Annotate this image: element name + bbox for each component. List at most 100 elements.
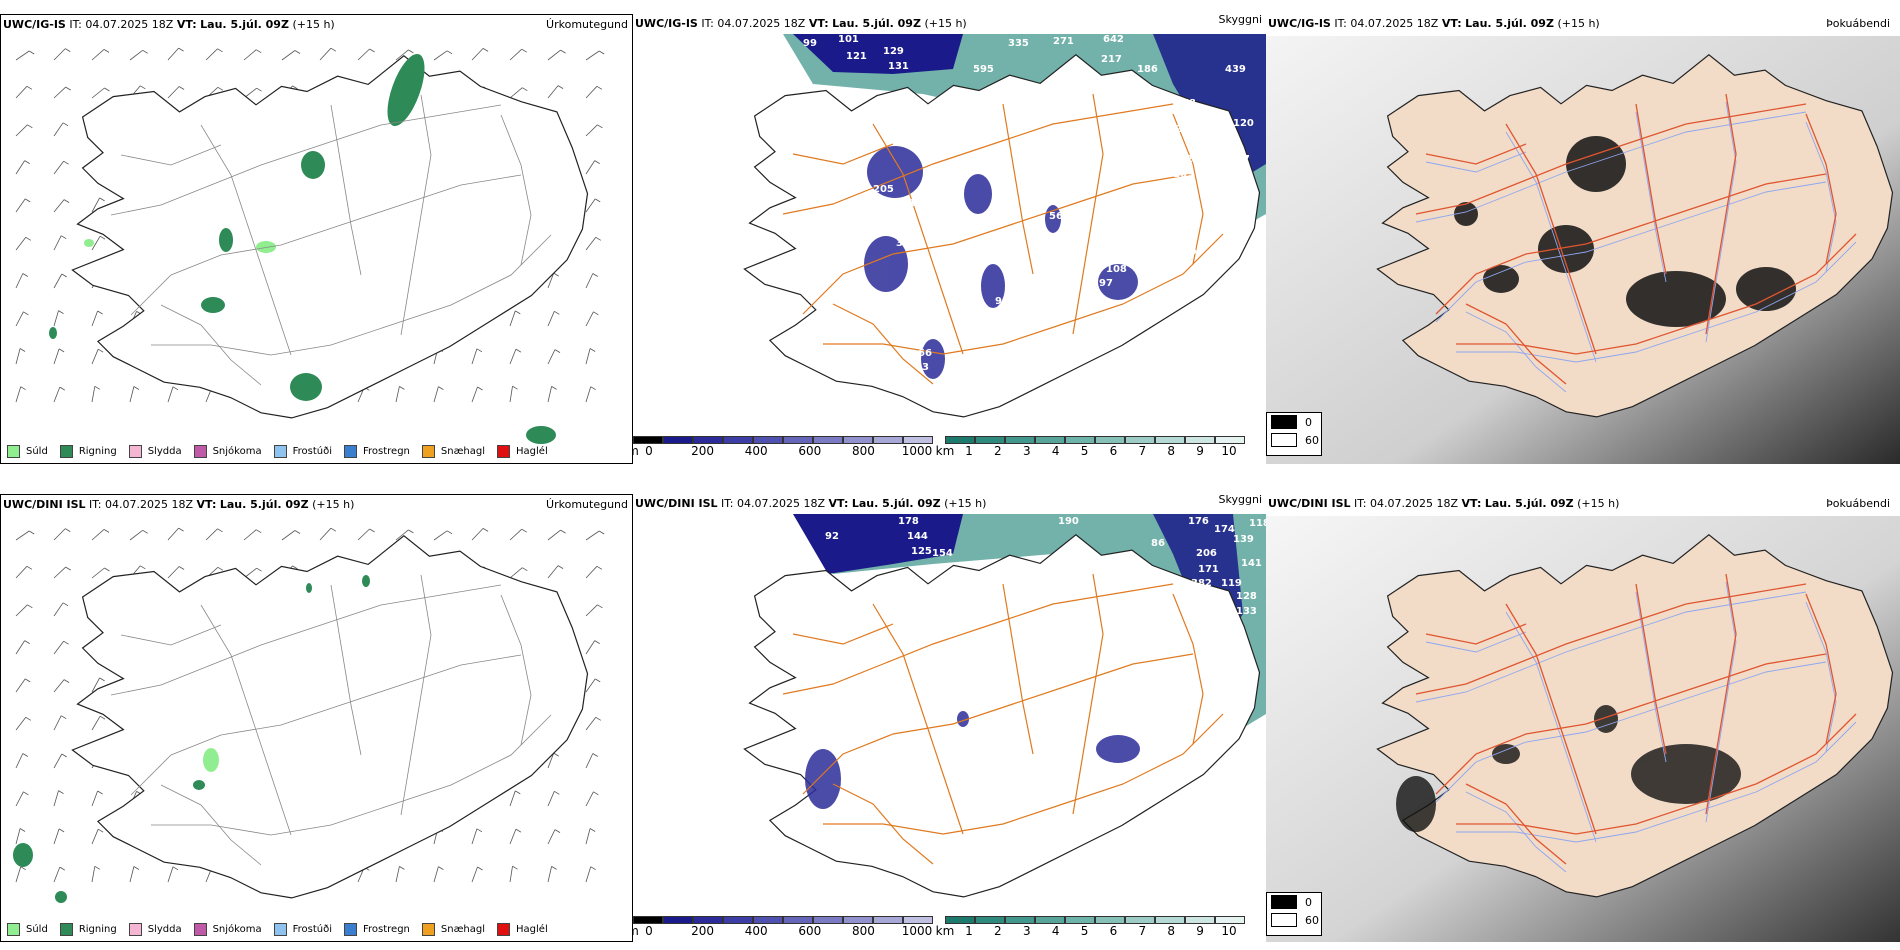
wind-barb bbox=[53, 866, 61, 883]
wind-barb-tick bbox=[58, 790, 64, 794]
colorbar-segment bbox=[975, 916, 1005, 924]
wind-barb-tick bbox=[24, 160, 30, 164]
road-line bbox=[832, 783, 934, 865]
cloud-base-label: 95 bbox=[791, 534, 805, 545]
fog-legend: 0 60 bbox=[1266, 412, 1322, 456]
panel-header: UWC/DINI ISL IT: 04.07.2025 18Z VT: Lau.… bbox=[1, 495, 632, 515]
legend-item: Frostúði bbox=[273, 444, 332, 458]
wind-barb bbox=[15, 640, 26, 655]
legend-swatch bbox=[497, 444, 511, 458]
colorbar-tick: 2 bbox=[994, 444, 1002, 458]
cloud-base-label: 144 bbox=[907, 531, 928, 542]
road-line bbox=[1465, 303, 1567, 385]
legend-item: Frostregn bbox=[344, 444, 410, 458]
wind-barb-tick bbox=[292, 85, 298, 90]
wind-barb-tick bbox=[446, 530, 453, 535]
fog-map bbox=[1266, 36, 1900, 464]
road-line bbox=[1805, 593, 1837, 745]
wind-barb bbox=[53, 679, 65, 693]
wind-barb bbox=[53, 273, 63, 289]
river-line bbox=[1805, 121, 1837, 273]
wind-barb bbox=[585, 160, 596, 175]
contour-line bbox=[330, 584, 362, 756]
wind-barb bbox=[585, 237, 597, 251]
wind-barb-tick bbox=[24, 678, 31, 683]
legend-swatch bbox=[273, 444, 287, 458]
road-line bbox=[1415, 103, 1807, 215]
cloud-base-label: 335 bbox=[1008, 38, 1029, 49]
wind-barb bbox=[129, 386, 135, 403]
wind-barb-tick bbox=[369, 528, 375, 533]
legend-swatch bbox=[59, 922, 73, 936]
contour-line bbox=[400, 574, 432, 816]
cloud-base-labels: 99 101 121 129 131 335 271 642 217 595 186 244 378 43… bbox=[803, 34, 1254, 373]
wind-barb-tick bbox=[521, 528, 528, 533]
legend-swatch bbox=[7, 922, 20, 936]
wind-barb bbox=[167, 866, 174, 883]
wind-barb-tick bbox=[20, 386, 26, 391]
vt-label: VT: bbox=[176, 18, 197, 31]
cloud-base-label: 595 bbox=[973, 64, 994, 75]
river-line bbox=[1705, 581, 1737, 823]
wind-barb bbox=[509, 310, 516, 327]
panel-title: Úrkomutegund bbox=[546, 18, 628, 31]
lead-time: (+15 h) bbox=[1557, 17, 1600, 30]
legend-swatch bbox=[128, 444, 142, 458]
colorbar-segment bbox=[1005, 916, 1035, 924]
colorbar-segment bbox=[723, 436, 753, 444]
legend-item: Haglél bbox=[497, 922, 548, 936]
legend-swatch bbox=[193, 444, 207, 458]
wind-barb-tick bbox=[94, 385, 101, 390]
wind-barb bbox=[53, 235, 62, 251]
wind-barb-tick bbox=[97, 790, 103, 795]
colorbar-segment bbox=[663, 436, 693, 444]
wind-barb-tick bbox=[65, 528, 71, 532]
wind-barb bbox=[585, 604, 598, 617]
road-line bbox=[1072, 573, 1104, 815]
fog-legend-swatch bbox=[1271, 433, 1297, 447]
wind-barb-tick bbox=[515, 790, 521, 795]
legend-item: Slydda bbox=[128, 444, 182, 458]
colorbar-tick: 0 bbox=[645, 924, 653, 938]
valid-time: Lau. 5.júl. 09Z bbox=[200, 18, 289, 31]
wind-barb bbox=[15, 50, 30, 61]
panel-header: UWC/IG-IS IT: 04.07.2025 18Z VT: Lau. 5.… bbox=[633, 14, 1266, 34]
it-label: IT: bbox=[89, 498, 102, 511]
wind-barb bbox=[53, 386, 61, 403]
cloud-base-label: 141 bbox=[1241, 558, 1262, 569]
wind-barb bbox=[129, 49, 143, 61]
wind-barb bbox=[53, 528, 66, 541]
terrain-contours bbox=[110, 94, 552, 386]
river-line bbox=[1425, 151, 1527, 173]
fog-legend-item: 0 bbox=[1267, 893, 1321, 911]
wind-barb bbox=[243, 529, 257, 541]
contour-line bbox=[120, 624, 222, 646]
cloud-base-label: 118 bbox=[1249, 518, 1266, 529]
colorbar-segment bbox=[1035, 916, 1065, 924]
colorbar-segment bbox=[1095, 916, 1125, 924]
wind-barb-tick bbox=[477, 866, 483, 871]
legend-item: Snjókoma bbox=[193, 444, 262, 458]
wind-barb bbox=[585, 566, 598, 579]
wind-barb-tick bbox=[172, 866, 179, 871]
colorbar-tick: 9 bbox=[1196, 444, 1204, 458]
wind-barb-tick bbox=[438, 866, 444, 870]
panel-title: Skyggni bbox=[1218, 14, 1262, 26]
legend-swatch bbox=[193, 922, 207, 936]
contour-line bbox=[160, 784, 262, 866]
wind-barb bbox=[205, 48, 218, 61]
wind-barb bbox=[585, 198, 596, 213]
wind-barb-tick bbox=[63, 640, 69, 645]
iceland-outline bbox=[71, 55, 589, 419]
legend-swatch bbox=[421, 444, 435, 458]
cloud-base-area bbox=[793, 34, 963, 74]
wind-barb-tick bbox=[592, 273, 599, 277]
road-line bbox=[1465, 783, 1567, 865]
cloud-base-label: 190 bbox=[1058, 516, 1079, 527]
colorbar-segment bbox=[1035, 436, 1065, 444]
wind-barb-tick bbox=[594, 640, 600, 644]
wind-barb bbox=[547, 529, 561, 541]
wind-barb bbox=[91, 715, 101, 731]
wind-barb bbox=[281, 50, 296, 61]
cloud-base-label: 116 bbox=[1201, 169, 1222, 180]
